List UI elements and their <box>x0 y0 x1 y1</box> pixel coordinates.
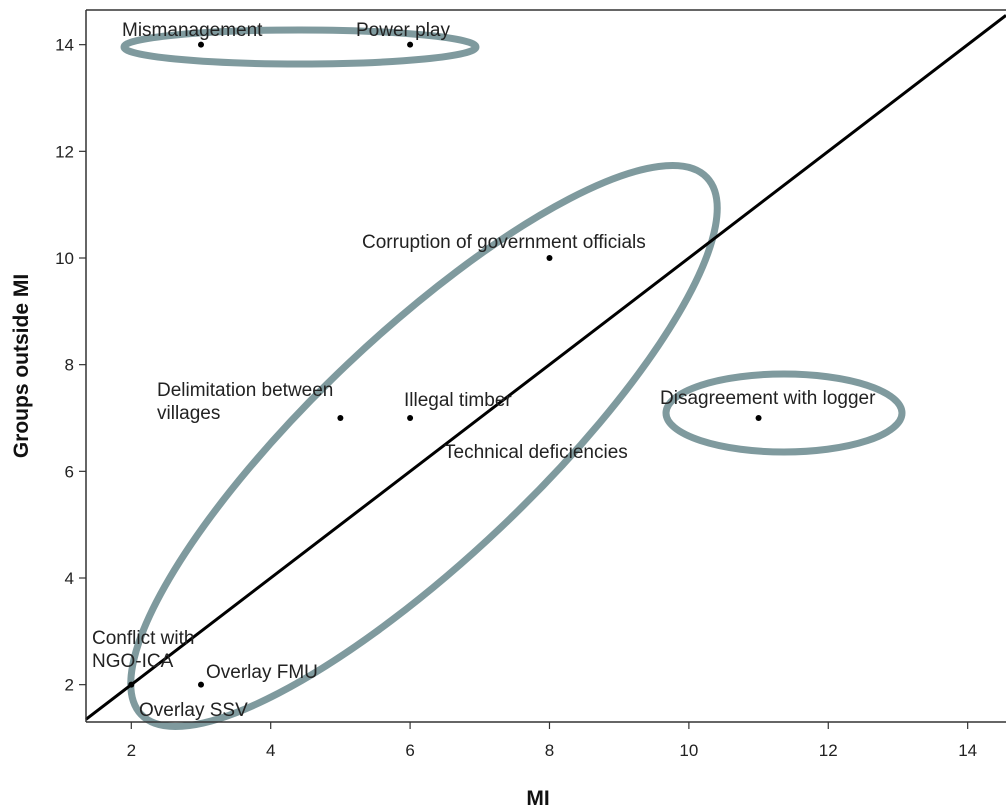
point-label: Conflict with NGO-ICA <box>92 628 194 672</box>
point-label: Overlay FMU <box>206 662 318 683</box>
data-point <box>407 41 414 48</box>
data-point <box>407 415 414 421</box>
data-point <box>337 415 344 421</box>
point-label-line: Delimitation between <box>157 380 333 401</box>
x-tick-label: 10 <box>679 741 698 760</box>
point-label-line: Overlay FMU <box>206 662 318 683</box>
point-label: Illegal timber <box>404 390 512 411</box>
data-point <box>755 415 762 421</box>
data-point <box>128 681 135 688</box>
y-tick-label: 4 <box>65 569 74 588</box>
point-label-line: Conflict with <box>92 628 194 649</box>
cluster-ellipses <box>120 26 906 730</box>
x-axis-title: MI <box>526 787 549 810</box>
y-axis-title: Groups outside MI <box>10 274 33 458</box>
x-tick-label: 12 <box>819 741 838 760</box>
x-tick-label: 8 <box>545 741 554 760</box>
x-tick-label: 2 <box>127 741 136 760</box>
axes: 2 4 6 8 10 12 14 2 4 6 8 10 12 14 <box>55 9 1006 760</box>
y-tick-label: 6 <box>65 462 74 481</box>
point-label: Corruption of government officials <box>362 232 646 253</box>
point-label-line: Mismanagement <box>122 20 263 41</box>
x-tick-label: 6 <box>405 741 414 760</box>
x-tick-label: 14 <box>958 741 977 760</box>
point-label-line: villages <box>157 403 220 424</box>
point-label-line: Disagreement with logger <box>660 388 876 409</box>
point-label: Delimitation between villages <box>157 380 333 424</box>
y-tick-label: 12 <box>55 142 74 161</box>
y-tick-label: 14 <box>55 36 74 55</box>
point-label-line: NGO-ICA <box>92 651 174 672</box>
data-point <box>198 681 204 688</box>
point-label: Mismanagement <box>122 20 263 41</box>
data-point <box>546 255 553 261</box>
reference-line-y-equals-x <box>85 14 1006 721</box>
point-label-line: Illegal timber <box>404 390 512 411</box>
y-tick-label: 2 <box>65 676 74 695</box>
point-label-line: Corruption of government officials <box>362 232 646 253</box>
point-label: Overlay SSV <box>139 700 248 721</box>
point-label: Disagreement with logger <box>660 388 876 409</box>
y-tick-label: 8 <box>65 356 74 375</box>
point-label-line: Power play <box>356 20 450 41</box>
cluster-ellipse-top <box>120 26 480 68</box>
point-label-line: Technical deficiencies <box>444 442 628 463</box>
point-label: Technical deficiencies <box>444 442 628 463</box>
point-label: Power play <box>356 20 450 41</box>
x-tick-label: 4 <box>266 741 275 760</box>
data-point <box>198 41 204 48</box>
cluster-ellipse-right <box>662 370 906 456</box>
point-label-line: Overlay SSV <box>139 700 248 721</box>
cluster-ellipse-diagonal <box>127 162 721 730</box>
point-labels: Mismanagement Power play Corruption of gov… <box>92 20 876 721</box>
data-points <box>128 41 762 688</box>
y-tick-label: 10 <box>55 249 74 268</box>
